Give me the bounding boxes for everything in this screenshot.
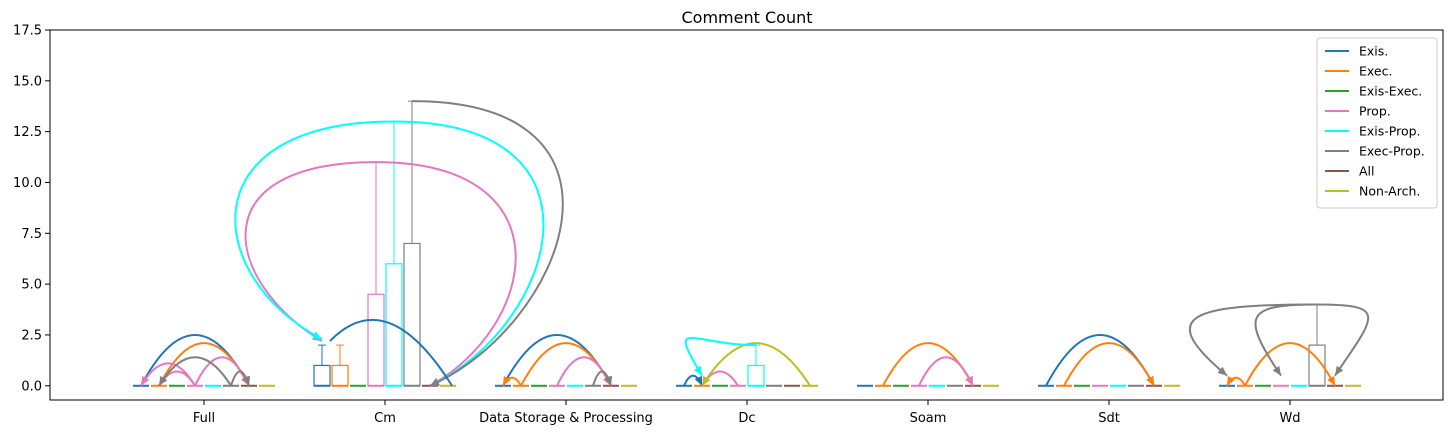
relation-arc — [158, 356, 232, 387]
x-tick-label: Dc — [738, 411, 755, 426]
legend-label: Exis-Exec. — [1359, 84, 1422, 99]
x-tick-label: Cm — [374, 411, 396, 426]
arrow-head — [965, 375, 973, 386]
arrow-head — [430, 378, 440, 386]
legend-label: Exec. — [1359, 64, 1392, 79]
arrow-head — [159, 376, 168, 386]
relation-loop — [234, 120, 395, 340]
arrow-head — [1227, 375, 1235, 386]
y-tick-label: 17.5 — [13, 24, 42, 39]
legend-label: Non-Arch. — [1359, 184, 1420, 199]
relation-arc — [556, 356, 612, 387]
y-tick-label: 7.5 — [21, 227, 42, 242]
box-body — [403, 242, 421, 387]
relation-loop — [1316, 303, 1370, 377]
arrow-head — [503, 375, 511, 386]
legend: Exis. Exec. Exis-Exec. Prop. Exis-Prop. Exec-… — [1316, 37, 1438, 209]
y-tick-label: 2.5 — [21, 328, 42, 343]
relation-loop — [684, 336, 757, 377]
relation-loop — [393, 120, 545, 387]
arrow-head — [1217, 366, 1227, 376]
x-tick-label: Soam — [910, 411, 947, 426]
arrow-head — [312, 331, 322, 340]
box-cm-1 — [331, 344, 349, 387]
x-tick-label: Sdt — [1098, 411, 1120, 426]
y-tick-label: 10.0 — [13, 176, 42, 191]
x-tick-label: Wd — [1279, 411, 1300, 426]
relation-arc — [194, 356, 250, 387]
y-tick-label: 5.0 — [21, 278, 42, 293]
arrow-head — [1327, 375, 1335, 386]
relation-arc — [1063, 342, 1155, 387]
relation-arc — [1244, 342, 1336, 387]
box-wd-5 — [1308, 303, 1326, 387]
box-body — [747, 364, 765, 387]
arrow-head — [1146, 375, 1154, 386]
arrow-head — [242, 375, 251, 386]
plot-area — [133, 100, 1370, 387]
legend-label: Exis-Prop. — [1359, 124, 1421, 139]
arrow-head — [141, 375, 150, 386]
legend-label: Exec-Prop. — [1359, 144, 1425, 159]
box-cm-4 — [385, 120, 403, 387]
relation-loop — [244, 161, 377, 342]
arrow-head — [693, 365, 702, 376]
arrow-head — [694, 375, 703, 386]
relation-loop — [411, 100, 564, 387]
box-cm-3 — [367, 161, 385, 387]
relation-loop — [1188, 303, 1318, 377]
box-dc-4 — [747, 344, 765, 387]
relation-loop — [375, 161, 517, 387]
arrow-head — [1335, 365, 1344, 376]
chart-title: Comment Count — [682, 8, 813, 27]
box-body — [313, 364, 331, 387]
relation-arc — [918, 356, 974, 387]
arrow-head — [1272, 365, 1281, 376]
y-tick-label: 0.0 — [21, 379, 42, 394]
arrow-head — [702, 376, 711, 386]
box-cm-0 — [313, 344, 331, 387]
relation-loop — [1254, 303, 1318, 377]
box-body — [367, 293, 385, 387]
box-body — [331, 364, 349, 387]
relation-loop — [329, 318, 453, 387]
x-tick-label: Full — [193, 411, 215, 426]
arrow-head — [604, 375, 613, 386]
y-tick-label: 12.5 — [13, 125, 42, 140]
legend-label: Exis. — [1359, 44, 1388, 59]
legend-label: All — [1359, 164, 1375, 179]
legend-frame — [1316, 37, 1438, 209]
y-tick-label: 15.0 — [13, 74, 42, 89]
legend-label: Prop. — [1359, 104, 1391, 119]
axes: 0.0 2.5 5.0 7.5 10.0 12.5 15.0 17.5 Full Cm Data S… — [13, 24, 1301, 427]
x-tick-label: Data Storage & Processing — [479, 411, 653, 426]
relation-arc — [701, 342, 811, 387]
